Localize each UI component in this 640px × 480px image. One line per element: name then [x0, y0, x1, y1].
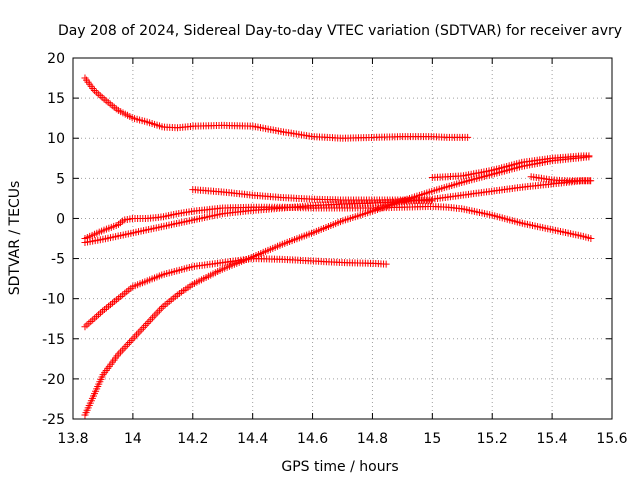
- data-point-marker: [586, 177, 594, 185]
- y-tick-label: -15: [42, 332, 65, 348]
- data-point-marker: [136, 327, 144, 335]
- y-tick-label: 0: [56, 211, 65, 227]
- x-tick-label: 14.4: [237, 431, 268, 447]
- data-point-marker: [156, 306, 164, 314]
- data-point-marker: [95, 311, 103, 319]
- data-point-marker: [140, 323, 148, 331]
- marks-layer: [81, 74, 595, 419]
- series-arc-1: [81, 74, 472, 142]
- data-point-marker: [143, 320, 151, 328]
- chart-title: Day 208 of 2024, Sidereal Day-to-day VTE…: [58, 23, 622, 39]
- data-point-marker: [93, 312, 101, 320]
- x-tick-label: 15: [423, 431, 441, 447]
- x-tick-label: 13.8: [57, 431, 88, 447]
- data-point-marker: [145, 318, 153, 326]
- y-tick-labels: -25 -20 -15 -10 -5 0 5 10 15 20: [42, 51, 65, 428]
- data-point-marker: [127, 337, 135, 345]
- data-point-marker: [120, 344, 128, 352]
- series-arc-7: [81, 255, 390, 331]
- data-point-marker: [141, 321, 149, 329]
- data-point-marker: [150, 312, 158, 320]
- y-tick-label: -10: [42, 292, 65, 308]
- data-point-marker: [587, 234, 595, 242]
- data-point-marker: [129, 335, 137, 343]
- data-point-marker: [117, 348, 125, 356]
- data-point-marker: [83, 321, 91, 329]
- data-point-marker: [118, 346, 126, 354]
- data-point-marker: [147, 316, 155, 324]
- data-point-marker: [122, 342, 130, 350]
- x-tick-label: 15.4: [537, 431, 568, 447]
- series-arc-6: [81, 177, 594, 247]
- data-point-marker: [94, 90, 102, 98]
- x-tick-label: 15.2: [477, 431, 508, 447]
- data-point-marker: [96, 309, 104, 317]
- series-arc-8: [81, 153, 593, 419]
- data-point-marker: [92, 88, 100, 96]
- x-tick-label: 14.6: [297, 431, 328, 447]
- y-tick-label: 5: [56, 171, 65, 187]
- plot-frame: [72, 57, 613, 420]
- y-tick-label: 20: [47, 51, 65, 67]
- x-tick-label: 14: [124, 431, 142, 447]
- data-point-marker: [585, 153, 593, 161]
- x-tick-labels: 13.8 14 14.2 14.4 14.6 14.8 15 15.2 15.4 15.6: [57, 431, 627, 447]
- data-point-marker: [464, 133, 472, 141]
- data-point-marker: [154, 308, 162, 316]
- data-point-marker: [124, 340, 132, 348]
- data-point-marker: [152, 310, 160, 318]
- grid-layer: [73, 58, 612, 419]
- tick-layer: [72, 57, 613, 420]
- series-arc-2: [189, 186, 436, 205]
- x-tick-label: 14.2: [177, 431, 208, 447]
- series-arc-5: [81, 202, 595, 242]
- y-tick-label: 15: [47, 91, 65, 107]
- y-tick-label: -20: [42, 372, 65, 388]
- y-axis-title: SDTVAR / TECUs: [7, 181, 23, 296]
- data-point-marker: [81, 323, 89, 331]
- data-point-marker: [87, 318, 95, 326]
- data-point-marker: [382, 260, 390, 268]
- data-point-marker: [89, 316, 97, 324]
- data-point-marker: [134, 329, 142, 337]
- data-point-marker: [157, 304, 165, 312]
- x-tick-label: 14.8: [357, 431, 388, 447]
- y-tick-label: -25: [42, 412, 65, 428]
- data-point-marker: [138, 325, 146, 333]
- data-point-marker: [132, 331, 140, 339]
- data-point-marker: [85, 319, 93, 327]
- y-tick-label: 10: [47, 131, 65, 147]
- y-tick-label: -5: [51, 252, 65, 268]
- x-axis-title: GPS time / hours: [281, 459, 398, 475]
- data-point-marker: [125, 339, 133, 347]
- data-point-marker: [148, 314, 156, 322]
- x-tick-label: 15.6: [596, 431, 627, 447]
- data-point-marker: [91, 314, 99, 322]
